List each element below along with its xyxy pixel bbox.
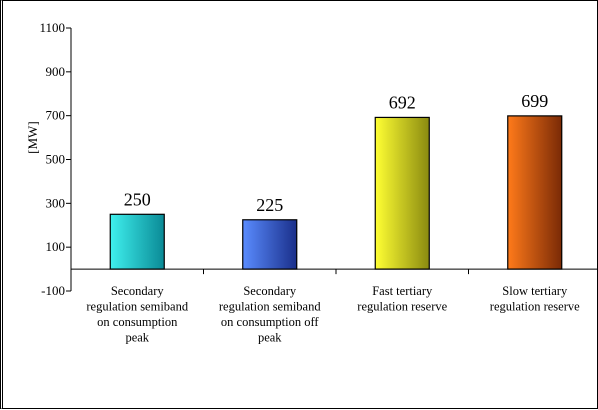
x-tick-label: Fast tertiary xyxy=(372,284,433,298)
bars xyxy=(109,115,563,270)
x-tick-label: regulation semiband xyxy=(219,300,321,314)
y-tick-label: -100 xyxy=(41,283,65,298)
x-tick-label: on consumption off xyxy=(221,315,320,329)
y-tick-label: 700 xyxy=(46,108,66,123)
data-label: 250 xyxy=(124,189,151,209)
x-tick-label: peak xyxy=(258,331,282,345)
bar-chart: -100 100 300 500 700 900 1100 [MW] 250 Secondary… xyxy=(25,20,598,345)
x-tick-label: regulation reserve xyxy=(357,300,447,314)
x-tick-label: regulation reserve xyxy=(490,300,580,314)
bar xyxy=(507,115,563,270)
y-tick-label: 500 xyxy=(46,152,66,167)
data-label: 225 xyxy=(256,195,283,215)
x-tick-label: regulation semiband xyxy=(86,300,188,314)
x-tick-label: Slow tertiary xyxy=(502,284,568,298)
y-tick-label: 1100 xyxy=(39,20,65,35)
data-label: 699 xyxy=(521,91,548,111)
y-tick-label: 100 xyxy=(46,239,66,254)
axes: -100 100 300 500 700 900 1100 [MW] xyxy=(25,20,598,298)
bar xyxy=(374,116,430,270)
y-tick-label: 900 xyxy=(46,64,66,79)
bar xyxy=(242,219,298,270)
y-tick-label: 300 xyxy=(46,195,66,210)
x-tick-label: on consumption xyxy=(97,315,178,329)
bar xyxy=(109,213,165,270)
data-label: 692 xyxy=(389,92,416,112)
x-tick-label: Secondary xyxy=(111,284,165,298)
y-axis-label: [MW] xyxy=(25,121,40,154)
x-tick-label: peak xyxy=(125,331,149,345)
x-tick-label: Secondary xyxy=(243,284,297,298)
